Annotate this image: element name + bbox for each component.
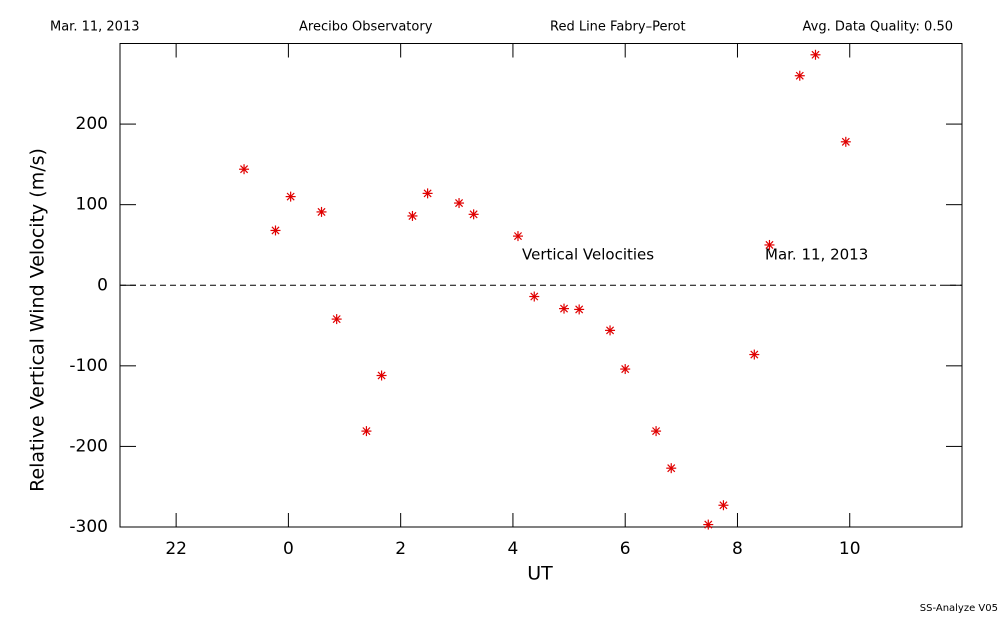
header-instrument: Red Line Fabry–Perot [550,20,686,35]
point-stroke [469,210,478,219]
point [749,349,760,360]
header-date: Mar. 11, 2013 [50,20,140,35]
point [620,364,631,375]
point [361,426,372,437]
point-stroke [704,520,713,529]
footer: SS-Analyze V05 [920,603,998,614]
annotation: Mar. 11, 2013 [765,246,868,264]
point [810,49,821,60]
y-tick-label: -200 [69,436,108,456]
point [703,519,714,530]
point-stroke [811,50,820,59]
point-stroke [332,315,341,324]
point [331,314,342,325]
y-tick-label: 100 [76,195,108,215]
x-axis-label: UT [527,563,553,585]
y-tick-label: 200 [76,114,108,134]
point [512,231,523,242]
point-stroke [362,427,371,436]
point-stroke [240,165,249,174]
point-stroke [408,211,417,220]
point-stroke [606,326,615,335]
point-stroke [667,464,676,473]
point-stroke [765,240,774,249]
point-stroke [621,365,630,374]
x-tick-label: 2 [395,539,406,559]
point-stroke [559,304,569,313]
point [574,304,585,315]
point [422,188,433,199]
header-site: Arecibo Observatory [299,20,433,35]
point-stroke [286,192,295,201]
point-stroke [377,371,386,380]
y-tick-label: 0 [97,275,108,295]
point [468,209,479,220]
point [454,198,465,209]
point [666,463,677,474]
point [605,325,616,336]
point-stroke [795,71,804,80]
point-stroke [423,189,432,198]
point-stroke [530,292,539,301]
point-stroke [750,350,759,359]
x-tick-label: 10 [839,539,861,559]
x-tick-label: 8 [732,539,743,559]
point [407,210,418,221]
point [764,239,775,250]
header-quality: Avg. Data Quality: 0.50 [803,20,953,35]
x-tick-label: 0 [283,539,294,559]
point-stroke [841,137,850,146]
point-stroke [652,427,661,436]
x-tick-label: 4 [508,539,519,559]
point-stroke [271,226,280,235]
point [718,500,729,511]
point [651,426,662,437]
point [794,70,805,81]
point [559,303,570,314]
point-stroke [513,232,523,241]
x-tick-label: 22 [165,539,187,559]
point-stroke [455,199,464,208]
point [316,206,327,217]
annotation: Vertical Velocities [522,246,654,264]
point [840,136,851,147]
point [270,225,281,236]
point-stroke [317,207,326,216]
x-tick-label: 6 [620,539,631,559]
y-tick-label: -300 [69,517,108,537]
point-stroke [575,305,584,314]
point [376,370,387,381]
point [529,291,540,302]
point [285,191,296,202]
y-tick-label: -100 [69,356,108,376]
y-axis-label: Relative Vertical Wind Velocity (m/s) [27,148,49,492]
point-stroke [719,501,728,510]
point [239,164,250,175]
